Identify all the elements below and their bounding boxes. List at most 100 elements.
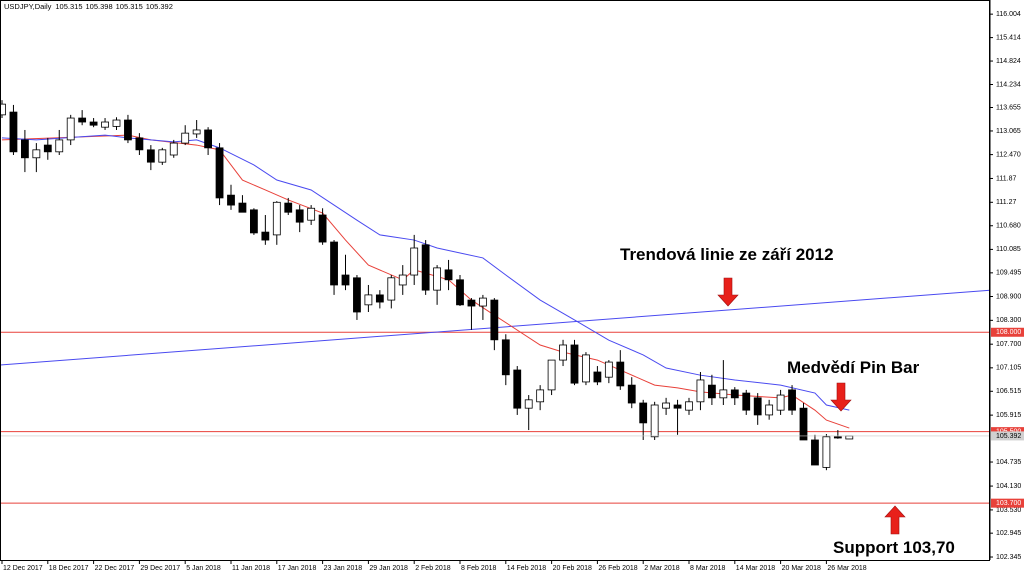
candle-body <box>318 214 327 243</box>
candle-body <box>66 117 75 141</box>
candle-body <box>742 392 751 411</box>
x-tick-label: 11 Jan 2018 <box>232 565 270 572</box>
candle-body <box>249 209 258 234</box>
candle-body <box>604 361 613 378</box>
candle-body <box>261 231 270 241</box>
x-tick-label: 14 Feb 2018 <box>507 565 546 572</box>
y-tick-label: 116.004 <box>996 11 1021 18</box>
candle-body <box>398 274 407 286</box>
level-tag <box>991 498 1024 508</box>
candle-body <box>593 371 602 383</box>
candle-body <box>158 149 167 163</box>
candle-body <box>478 297 487 307</box>
candle-body <box>570 344 579 384</box>
candle-body <box>112 119 121 127</box>
x-tick-label: 12 Dec 2017 <box>3 565 43 572</box>
level-label: 108.000 <box>996 329 1021 336</box>
candle-body <box>536 389 545 403</box>
candle-body <box>467 299 476 307</box>
candle-body <box>32 149 41 159</box>
x-tick-label: 22 Dec 2017 <box>95 565 135 572</box>
x-tick-label: 29 Dec 2017 <box>140 565 180 572</box>
candle-body <box>662 402 670 409</box>
candle-body <box>811 439 819 466</box>
level-tag <box>991 327 1024 337</box>
candle-body <box>433 267 442 291</box>
candle-body <box>0 103 6 116</box>
candle-body <box>387 277 396 301</box>
candle-body <box>89 121 98 126</box>
x-tick-label: 5 Jan 2018 <box>186 565 221 572</box>
candle-body <box>490 299 499 341</box>
candle-body <box>673 404 682 409</box>
candle-body <box>330 241 338 286</box>
annotation-arrow <box>884 505 906 535</box>
candle-body <box>353 277 361 313</box>
x-tick-label: 20 Feb 2018 <box>553 565 592 572</box>
annotation-text: Trendová linie ze září 2012 <box>620 245 834 264</box>
candle-body <box>685 401 693 411</box>
x-tick-label: 23 Jan 2018 <box>324 565 363 572</box>
candle-body <box>215 147 224 199</box>
price-label: 105.392 <box>996 433 1021 440</box>
y-tick-label: 113.065 <box>996 128 1021 135</box>
header: USDJPY,Daily 105.315 105.398 105.315 105.392 <box>4 2 173 11</box>
header-open: 105.315 <box>55 2 82 11</box>
candle-body <box>776 394 785 411</box>
candle-body <box>146 149 155 163</box>
y-tick-label: 108.900 <box>996 293 1021 300</box>
y-tick-label: 114.234 <box>996 81 1021 88</box>
candle-body <box>730 389 739 399</box>
header-close: 105.392 <box>146 2 173 11</box>
annotation-arrow <box>717 277 739 307</box>
candle-body <box>181 132 190 144</box>
annotation-text: Medvědí Pin Bar <box>787 358 920 377</box>
candle-body <box>547 359 556 391</box>
x-tick-label: 8 Mar 2018 <box>690 565 726 572</box>
y-tick-label: 106.515 <box>996 388 1021 395</box>
candle-body <box>375 294 384 303</box>
y-tick-label: 104.735 <box>996 459 1021 466</box>
x-tick-label: 14 Mar 2018 <box>736 565 775 572</box>
candle-body <box>708 384 716 399</box>
candle-body <box>444 269 453 281</box>
candle-body <box>20 139 29 159</box>
price-tag <box>991 431 1024 441</box>
candle-body <box>650 404 659 438</box>
candle-body <box>78 117 87 123</box>
y-tick-label: 107.105 <box>996 365 1021 372</box>
y-tick-label: 102.345 <box>996 554 1021 561</box>
candle-body <box>43 144 52 153</box>
candle-body <box>559 344 567 361</box>
candle-body <box>55 139 64 153</box>
candle-body <box>124 119 132 141</box>
y-tick-label: 111.87 <box>996 175 1016 182</box>
annotation-arrow <box>830 382 852 412</box>
x-tick-label: 26 Feb 2018 <box>598 565 637 572</box>
candle-body <box>307 207 316 221</box>
x-tick-label: 20 Mar 2018 <box>782 565 821 572</box>
candle-body <box>284 202 293 213</box>
x-tick-label: 2 Mar 2018 <box>644 565 680 572</box>
candle-body <box>295 209 304 223</box>
header-high: 105.398 <box>86 2 113 11</box>
candle-body <box>696 379 705 403</box>
candle-body <box>364 294 373 306</box>
candle-body <box>833 436 842 439</box>
y-tick-label: 109.495 <box>996 270 1021 277</box>
header-low: 105.315 <box>116 2 143 11</box>
y-tick-label: 110.085 <box>996 246 1021 253</box>
x-tick-label: 2 Feb 2018 <box>415 565 451 572</box>
x-tick-label: 17 Jan 2018 <box>278 565 317 572</box>
x-tick-label: 29 Jan 2018 <box>369 565 408 572</box>
candle-body <box>765 404 774 416</box>
y-tick-label: 103.530 <box>996 507 1021 514</box>
symbol: USDJPY,Daily <box>4 2 52 11</box>
y-tick-label: 102.945 <box>996 530 1021 537</box>
plot-area <box>0 100 991 504</box>
candle-body <box>788 389 796 411</box>
candle-body <box>421 244 430 291</box>
y-tick-label: 112.470 <box>996 151 1021 158</box>
